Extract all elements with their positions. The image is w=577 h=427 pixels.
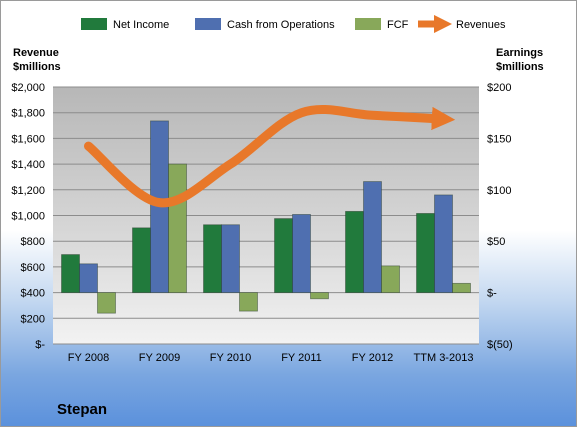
- bar-fcf: [381, 265, 400, 294]
- right-axis-title-line-1: Earnings: [496, 47, 543, 59]
- left-tick-label: $200: [21, 313, 45, 325]
- revenue-line: [84, 105, 456, 208]
- right-tick-label: $150: [487, 133, 511, 145]
- x-tick-label: FY 2011: [281, 352, 322, 364]
- bar-cash-from-operations: [434, 194, 453, 294]
- bar-net-income: [416, 213, 435, 293]
- bar-net-income: [61, 254, 80, 293]
- right-axis-ticks: $(50) $- $50 $100 $150 $200: [487, 82, 513, 351]
- left-axis-title-line-2: $millions: [13, 61, 61, 73]
- legend-swatch-fcf: [355, 18, 381, 30]
- x-tick-label: FY 2009: [139, 352, 180, 364]
- bar-fcf: [310, 292, 329, 300]
- legend-label-revenues: Revenues: [456, 19, 506, 31]
- line-revenues: [84, 105, 456, 208]
- left-tick-label: $800: [21, 236, 45, 248]
- right-axis-title-line-2: $millions: [496, 61, 544, 73]
- right-tick-label: $(50): [487, 339, 513, 351]
- bar-net-income: [132, 227, 151, 293]
- bar-fcf: [168, 163, 187, 294]
- legend-label-fcf: FCF: [387, 19, 409, 31]
- right-tick-label: $50: [487, 236, 505, 248]
- left-axis-ticks: $- $200 $400 $600 $800 $1,000 $1,200 $1,400 $1,6…: [11, 82, 45, 351]
- bar-fcf: [97, 292, 116, 314]
- chart-title: Stepan: [57, 401, 107, 418]
- left-axis-title-line-1: Revenue: [13, 47, 59, 59]
- left-tick-label: $2,000: [11, 82, 45, 94]
- legend-swatch-net-income: [81, 18, 107, 30]
- left-tick-label: $1,800: [11, 108, 45, 120]
- legend-label-net-income: Net Income: [113, 19, 169, 31]
- left-tick-label: $600: [21, 262, 45, 274]
- x-tick-label: FY 2012: [352, 352, 393, 364]
- bar-net-income: [274, 218, 293, 293]
- legend-swatch-cash-from-operations: [195, 18, 221, 30]
- x-axis-ticks: FY 2008 FY 2009 FY 2010 FY 2011 FY 2012 TTM 3…: [68, 352, 474, 364]
- legend: Net Income Cash from Operations FCF Reve…: [81, 14, 506, 34]
- left-tick-label: $-: [35, 339, 45, 351]
- left-tick-label: $1,000: [11, 211, 45, 223]
- left-tick-label: $1,600: [11, 133, 45, 145]
- bar-net-income: [345, 210, 364, 293]
- x-tick-label: TTM 3-2013: [414, 352, 474, 364]
- bar-cash-from-operations: [221, 224, 240, 293]
- bar-cash-from-operations: [363, 181, 382, 294]
- right-tick-label: $-: [487, 288, 497, 300]
- bar-cash-from-operations: [79, 263, 98, 294]
- bar-net-income: [203, 224, 222, 293]
- left-tick-label: $1,200: [11, 185, 45, 197]
- bar-fcf: [239, 292, 258, 312]
- right-tick-label: $100: [487, 185, 511, 197]
- left-axis-title: Revenue $millions: [13, 47, 62, 73]
- legend-label-cash-from-operations: Cash from Operations: [227, 19, 335, 31]
- bar-cash-from-operations: [292, 214, 311, 293]
- x-tick-label: FY 2008: [68, 352, 109, 364]
- bar-series: [61, 120, 471, 314]
- bar-fcf: [452, 282, 471, 293]
- x-tick-label: FY 2010: [210, 352, 251, 364]
- right-tick-label: $200: [487, 82, 511, 94]
- right-axis-title: Earnings $millions: [496, 47, 546, 73]
- left-tick-label: $400: [21, 288, 45, 300]
- left-tick-label: $1,400: [11, 159, 45, 171]
